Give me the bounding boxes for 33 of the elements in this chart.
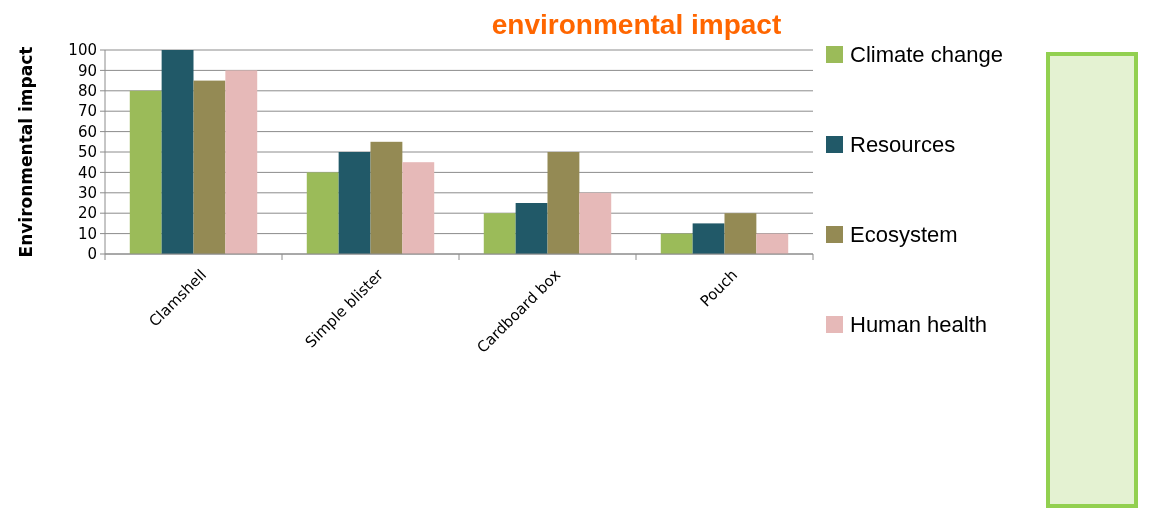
bar bbox=[129, 90, 162, 254]
y-tick-label: 100 bbox=[68, 41, 97, 60]
bar bbox=[161, 50, 194, 254]
y-tick-label: 40 bbox=[77, 163, 97, 182]
bar bbox=[306, 172, 339, 254]
bar bbox=[660, 233, 693, 254]
bar bbox=[692, 223, 725, 254]
bar bbox=[724, 213, 757, 254]
y-tick-label: 80 bbox=[77, 82, 97, 101]
legend-label: Ecosystem bbox=[850, 221, 958, 247]
bar bbox=[547, 152, 580, 254]
y-tick-label: 20 bbox=[77, 204, 97, 223]
bar bbox=[515, 203, 548, 254]
chart-title: environmental impact bbox=[491, 9, 782, 40]
legend-label: Human health bbox=[850, 311, 987, 337]
y-tick-label: 70 bbox=[77, 102, 97, 121]
y-tick-label: 90 bbox=[77, 61, 97, 80]
y-tick-label: 60 bbox=[77, 122, 97, 141]
y-tick-label: 30 bbox=[77, 184, 97, 203]
y-tick-label: 50 bbox=[77, 143, 97, 162]
bar bbox=[483, 213, 516, 254]
bar bbox=[402, 162, 435, 254]
bar bbox=[579, 192, 612, 254]
legend-label: Climate change bbox=[850, 41, 1003, 67]
bar bbox=[193, 80, 226, 254]
legend-label: Resources bbox=[850, 131, 956, 157]
y-tick-label: 0 bbox=[87, 245, 97, 264]
bar bbox=[338, 152, 371, 254]
bar bbox=[370, 141, 403, 254]
y-axis-title: Environmental impact bbox=[16, 46, 36, 258]
bar bbox=[225, 70, 258, 254]
bar bbox=[756, 233, 789, 254]
y-tick-label: 10 bbox=[77, 224, 97, 243]
